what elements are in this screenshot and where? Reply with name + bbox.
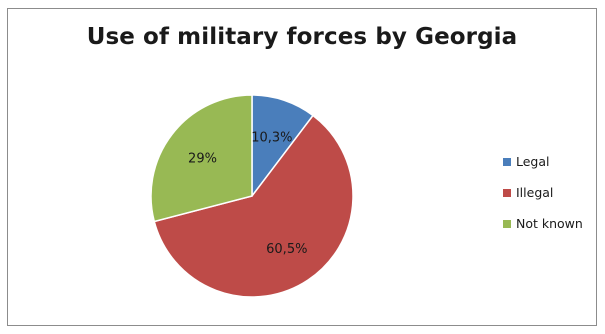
legend-label-legal: Legal (516, 154, 550, 169)
legend-swatch-legal (503, 158, 511, 166)
data-label-not-known: 29% (188, 152, 217, 167)
data-labels: 10,3% 60,5% 29% (188, 131, 307, 258)
legend-label-not-known: Not known (516, 216, 583, 231)
pie-slice-illegal (153, 114, 354, 298)
chart-title: Use of military forces by Georgia (86, 24, 518, 50)
legend-label-illegal: Illegal (516, 185, 553, 200)
pie-slices (150, 94, 354, 298)
pie-slice-not-known (150, 94, 253, 223)
legend-swatch-not-known (503, 220, 511, 228)
data-label-legal: 10,3% (251, 131, 292, 146)
legend-swatch-illegal (503, 189, 511, 197)
legend: Legal Illegal Not known (503, 154, 583, 231)
data-label-illegal: 60,5% (266, 242, 307, 257)
